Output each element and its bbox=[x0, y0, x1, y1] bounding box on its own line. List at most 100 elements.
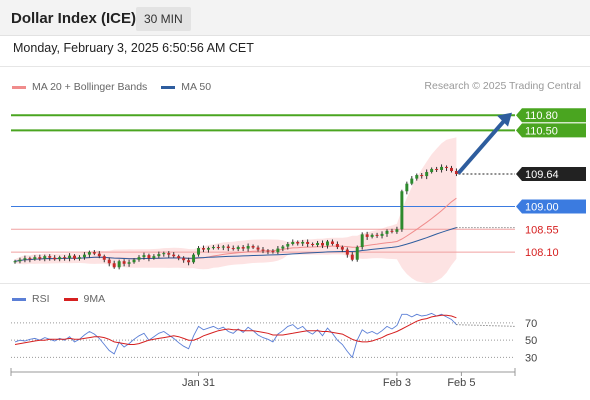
candle bbox=[197, 246, 200, 257]
rsi-9ma-line bbox=[14, 314, 457, 345]
candle-body bbox=[73, 255, 76, 259]
candle-body bbox=[68, 255, 72, 259]
candle bbox=[97, 251, 101, 259]
x-tick-label: Feb 3 bbox=[383, 377, 411, 389]
candle-body bbox=[192, 254, 196, 263]
candle bbox=[53, 255, 57, 261]
candle bbox=[410, 176, 414, 186]
interval-selector[interactable]: 30 MIN bbox=[136, 7, 191, 31]
level-label-108.55: 108.55 bbox=[525, 224, 559, 236]
candle bbox=[301, 239, 305, 247]
divider bbox=[0, 66, 590, 67]
candle-body bbox=[241, 247, 245, 249]
candle-body bbox=[187, 260, 191, 263]
candle-body bbox=[172, 254, 176, 257]
candle bbox=[311, 242, 315, 247]
candle bbox=[142, 252, 146, 260]
candle-body bbox=[33, 257, 37, 260]
candle-body bbox=[87, 252, 91, 255]
candle-body bbox=[415, 175, 419, 179]
candle-body bbox=[53, 257, 57, 260]
candle bbox=[58, 255, 62, 262]
candle-body bbox=[450, 167, 453, 171]
candle-body bbox=[162, 253, 166, 255]
candle-body bbox=[206, 248, 210, 250]
legend-item-ma20: MA 20 + Bollinger Bands bbox=[12, 81, 147, 93]
candle bbox=[221, 245, 225, 251]
candle bbox=[321, 240, 324, 249]
candle bbox=[405, 181, 409, 195]
instrument-title: Dollar Index (ICE) bbox=[11, 10, 137, 27]
level-label-109.64: 109.64 bbox=[525, 169, 559, 181]
candle-body bbox=[48, 256, 52, 258]
candle bbox=[435, 166, 439, 172]
candle-body bbox=[355, 247, 359, 260]
candle bbox=[102, 254, 106, 263]
legend-swatch-rsi bbox=[12, 297, 26, 301]
candle-body bbox=[410, 178, 414, 184]
candle bbox=[271, 249, 275, 254]
candle-body bbox=[306, 241, 310, 244]
candle-body bbox=[92, 252, 96, 254]
candle bbox=[415, 173, 419, 181]
candle bbox=[167, 251, 171, 258]
candle bbox=[400, 189, 404, 232]
candle-body bbox=[316, 242, 320, 246]
candle bbox=[281, 245, 285, 252]
timestamp: Monday, February 3, 2025 6:50:56 AM CET bbox=[13, 41, 254, 55]
candle bbox=[87, 250, 91, 258]
rsi-line bbox=[14, 312, 457, 359]
candle bbox=[162, 251, 166, 257]
rsi-tick-label-30: 30 bbox=[525, 352, 537, 364]
candle bbox=[395, 226, 399, 234]
candle-body bbox=[97, 253, 101, 257]
candle bbox=[211, 245, 215, 250]
candle-body bbox=[157, 254, 161, 257]
candle bbox=[216, 244, 220, 250]
candle bbox=[326, 239, 329, 249]
candle bbox=[202, 245, 205, 253]
candle-body bbox=[197, 248, 200, 255]
projection-arrow-shaft bbox=[457, 116, 508, 175]
candle bbox=[147, 253, 151, 262]
candle-body bbox=[360, 234, 364, 248]
candle-body bbox=[122, 261, 126, 264]
candle bbox=[380, 231, 384, 239]
candle bbox=[206, 246, 210, 253]
candle bbox=[132, 258, 136, 264]
projection-arrow-head bbox=[497, 112, 512, 127]
candle bbox=[187, 257, 191, 266]
candle-body bbox=[271, 251, 275, 253]
candle-body bbox=[132, 259, 136, 263]
candle bbox=[182, 256, 186, 263]
candle-body bbox=[127, 262, 131, 264]
candle-body bbox=[23, 258, 27, 260]
candle-body bbox=[440, 166, 444, 170]
level-label-110.80: 110.80 bbox=[525, 110, 558, 122]
candle-body bbox=[177, 256, 181, 259]
candle-body bbox=[395, 229, 399, 232]
legend-label-rsi: RSI bbox=[32, 293, 50, 305]
candle-body bbox=[28, 258, 32, 260]
candle bbox=[420, 173, 424, 179]
candle-body bbox=[231, 248, 235, 250]
candle bbox=[291, 239, 295, 246]
candle bbox=[226, 244, 230, 252]
panel-divider bbox=[0, 283, 590, 284]
legend-swatch-9ma bbox=[63, 297, 78, 301]
legend-item-ma50: MA 50 bbox=[161, 81, 211, 93]
candle-body bbox=[63, 257, 67, 259]
legend-label-ma20: MA 20 + Bollinger Bands bbox=[32, 81, 148, 93]
candle bbox=[256, 245, 260, 252]
rsi-legend: RSI 9MA bbox=[12, 293, 119, 305]
candle-body bbox=[216, 247, 220, 249]
candle bbox=[38, 254, 42, 261]
candle-body bbox=[454, 170, 458, 175]
candle-body bbox=[112, 263, 116, 268]
candle bbox=[117, 259, 121, 270]
candle bbox=[430, 167, 434, 174]
rsi-tick-label-70: 70 bbox=[525, 318, 537, 330]
candle bbox=[43, 254, 47, 262]
candle-body bbox=[107, 259, 111, 264]
